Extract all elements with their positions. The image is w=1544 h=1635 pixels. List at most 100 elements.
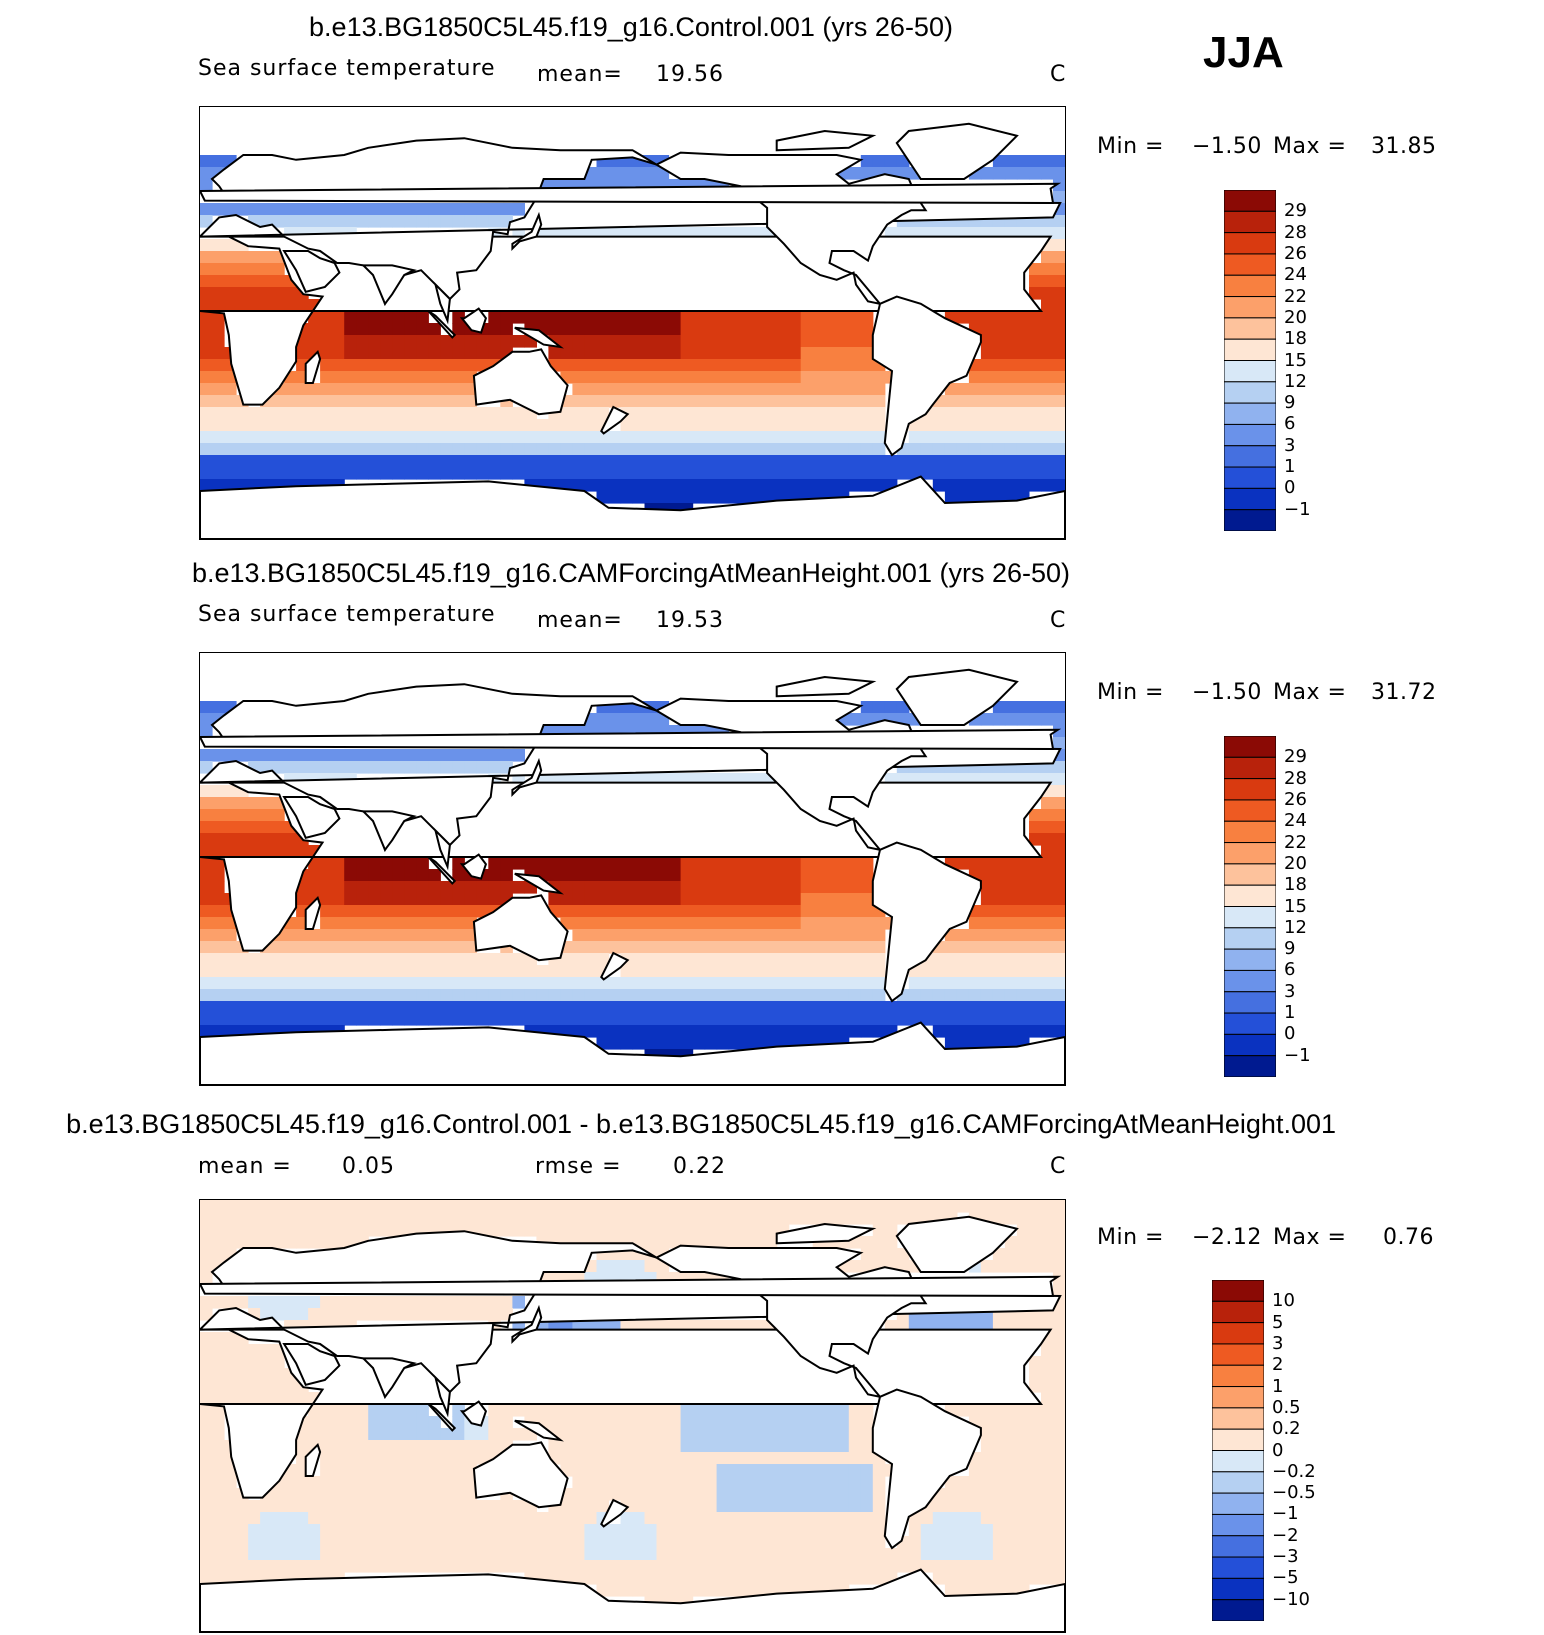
panel2-colorbar: 29 28 26 24 22 20 18 15 12 9 6 3 1 0 −1	[1223, 735, 1311, 1078]
sst-cell	[980, 1464, 994, 1477]
sst-cell	[332, 881, 345, 894]
sst-cell	[296, 1440, 309, 1453]
sst-cell	[296, 347, 309, 360]
sst-cell	[464, 1512, 477, 1525]
sst-cell	[224, 1224, 237, 1237]
sst-cell	[236, 1560, 249, 1573]
sst-cell	[1053, 263, 1065, 276]
sst-cell	[860, 989, 874, 1002]
sst-cell	[932, 1524, 946, 1537]
sst-cell	[272, 275, 285, 288]
sst-cell	[1053, 989, 1065, 1002]
sst-cell	[1041, 359, 1054, 372]
sst-cell	[428, 1212, 441, 1225]
sst-cell	[824, 431, 838, 444]
sst-cell	[296, 893, 309, 906]
sst-cell	[812, 905, 826, 918]
sst-cell	[740, 1037, 754, 1050]
sst-cell	[512, 443, 525, 456]
sst-cell	[704, 929, 718, 942]
sst-cell	[824, 323, 838, 336]
sst-cell	[932, 431, 946, 444]
colorbar-swatch	[1211, 1343, 1265, 1366]
sst-cell	[836, 941, 850, 954]
sst-cell	[992, 1560, 1006, 1573]
sst-cell	[776, 419, 790, 432]
sst-cell	[752, 371, 766, 384]
sst-cell	[620, 1416, 634, 1429]
sst-cell	[1029, 917, 1042, 930]
sst-cell	[956, 1512, 970, 1525]
sst-cell	[608, 989, 622, 1002]
sst-cell	[632, 335, 646, 348]
sst-cell	[932, 953, 946, 966]
sst-cell	[572, 989, 585, 1002]
sst-cell	[200, 1272, 213, 1285]
sst-cell	[836, 311, 850, 324]
sst-cell	[536, 419, 549, 432]
sst-cell	[1053, 1368, 1065, 1381]
panel1-variable: Sea surface temperature	[198, 56, 496, 81]
sst-cell	[296, 1488, 309, 1501]
sst-cell	[668, 1212, 682, 1225]
sst-cell	[608, 347, 622, 360]
sst-cell	[668, 359, 682, 372]
sst-cell	[596, 1212, 610, 1225]
sst-cell	[788, 443, 802, 456]
sst-cell	[1029, 1476, 1042, 1489]
sst-cell	[632, 1524, 646, 1537]
sst-cell	[440, 1476, 453, 1489]
sst-cell	[272, 845, 285, 858]
sst-cell	[200, 761, 213, 774]
sst-cell	[584, 467, 597, 480]
sst-cell	[1053, 275, 1065, 288]
sst-cell	[476, 965, 489, 978]
sst-cell	[752, 467, 766, 480]
season-label: JJA	[1203, 28, 1284, 77]
sst-cell	[656, 1536, 670, 1549]
sst-cell	[560, 407, 573, 420]
sst-cell	[1041, 443, 1054, 456]
sst-cell	[992, 713, 1006, 726]
sst-cell	[704, 881, 718, 894]
colorbar-tick-label: 24	[1284, 264, 1307, 286]
sst-cell	[608, 1464, 622, 1477]
sst-cell	[1029, 1025, 1042, 1038]
sst-cell	[776, 311, 790, 324]
sst-cell	[1004, 479, 1018, 492]
sst-cell	[1029, 905, 1042, 918]
sst-cell	[224, 941, 237, 954]
colorbar-tick-label: 1	[1272, 1375, 1284, 1397]
sst-cell	[668, 1200, 682, 1213]
sst-cell	[452, 1512, 465, 1525]
sst-cell	[824, 869, 838, 882]
sst-cell	[860, 905, 874, 918]
sst-cell	[848, 371, 862, 384]
sst-cell	[776, 857, 790, 870]
panel3-rmse-label: rmse =	[535, 1154, 622, 1179]
sst-cell	[1041, 1212, 1054, 1225]
sst-cell	[200, 263, 213, 276]
sst-cell	[728, 1548, 742, 1561]
sst-cell	[344, 1404, 357, 1417]
sst-cell	[728, 347, 742, 360]
sst-cell	[248, 809, 261, 822]
sst-cell	[404, 1001, 417, 1014]
colorbar-tick-label: −5	[1272, 1567, 1299, 1589]
sst-cell	[752, 1560, 766, 1573]
sst-cell	[440, 1200, 453, 1213]
sst-cell	[944, 431, 958, 444]
sst-cell	[980, 491, 994, 504]
sst-cell	[488, 953, 501, 966]
sst-cell	[764, 857, 778, 870]
sst-cell	[740, 881, 754, 894]
sst-cell	[1041, 1260, 1054, 1273]
sst-cell	[668, 929, 682, 942]
sst-cell	[500, 1224, 513, 1237]
sst-cell	[452, 359, 465, 372]
sst-cell	[416, 1512, 429, 1525]
sst-cell	[836, 977, 850, 990]
sst-cell	[1029, 467, 1042, 480]
sst-cell	[788, 467, 802, 480]
sst-cell	[572, 431, 585, 444]
